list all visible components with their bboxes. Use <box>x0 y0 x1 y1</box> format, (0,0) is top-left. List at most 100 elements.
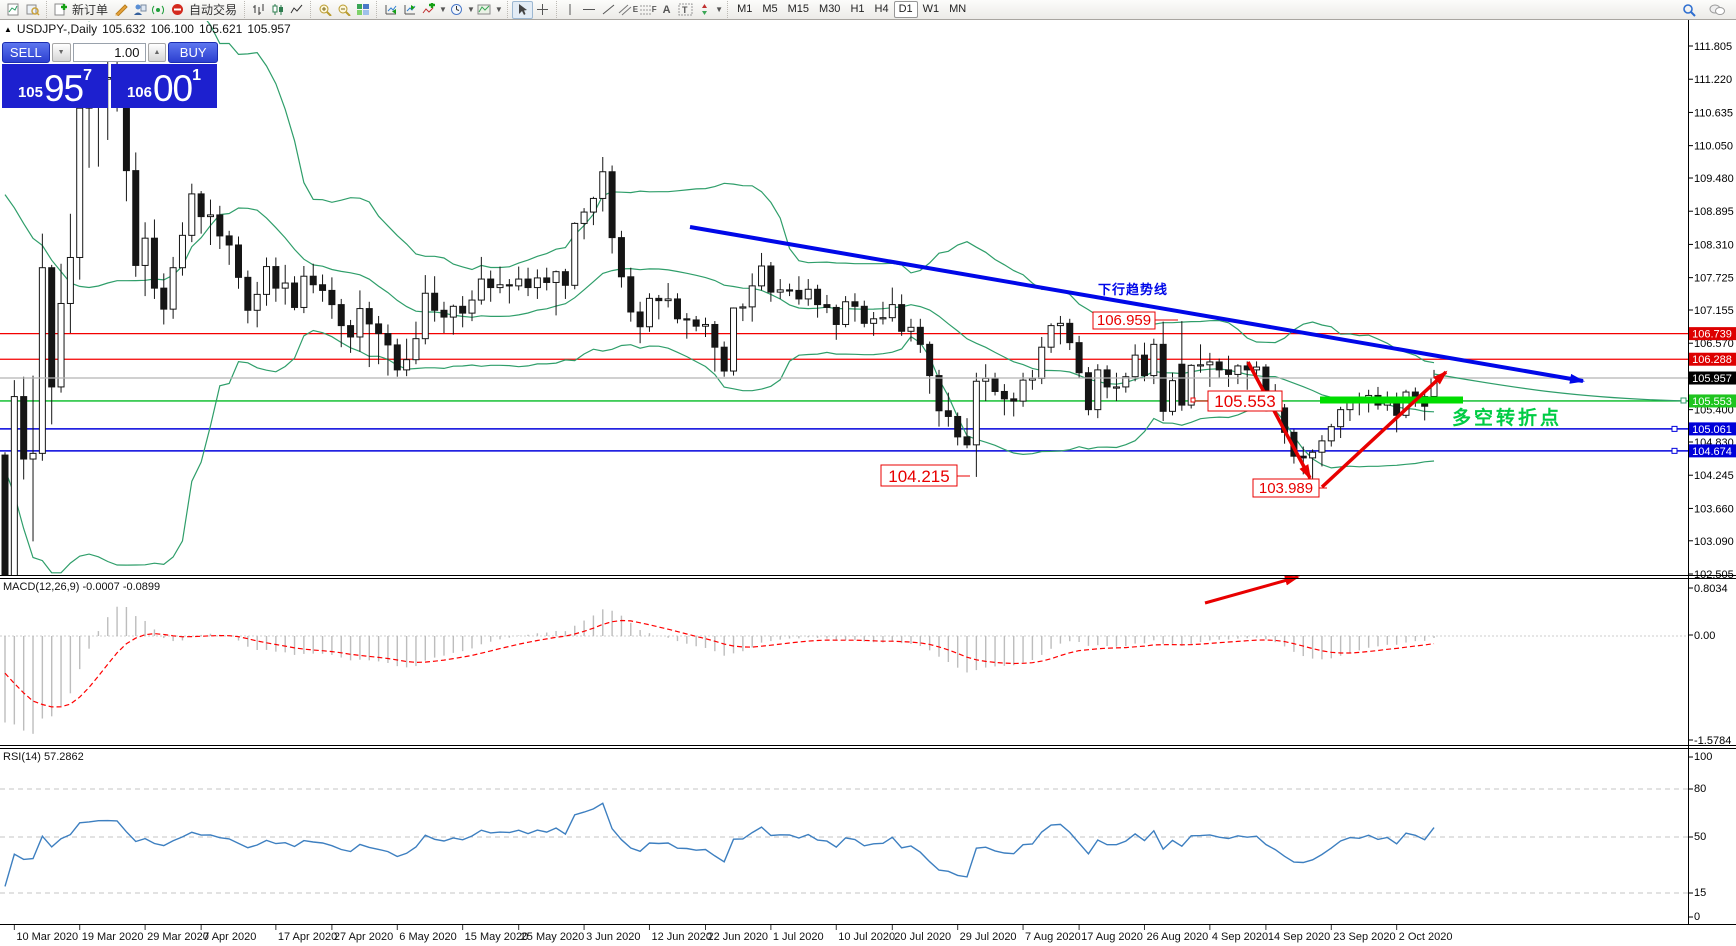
cursor-tool[interactable] <box>511 0 533 19</box>
downtrend-label: 下行趋势线 <box>1098 282 1168 297</box>
svg-text:0.00: 0.00 <box>1694 630 1715 642</box>
svg-text:17 Aug 2020: 17 Aug 2020 <box>1081 931 1143 943</box>
timeframe-m5[interactable]: M5 <box>762 3 778 15</box>
search-icon[interactable] <box>1680 2 1699 18</box>
zoom-out-icon[interactable] <box>334 2 353 18</box>
text-label-tool[interactable]: T <box>676 2 695 18</box>
volume-increase-button[interactable]: ▲ <box>147 43 167 62</box>
timeframe-bar: M1 M5 M15 M30 H1 H4 D1 W1 MN <box>727 1 975 18</box>
svg-text:17 Apr 2020: 17 Apr 2020 <box>278 931 337 943</box>
template-icon[interactable] <box>475 2 494 18</box>
svg-text:7 Aug 2020: 7 Aug 2020 <box>1025 931 1081 943</box>
crayon-icon[interactable] <box>111 2 130 18</box>
svg-text:26 Aug 2020: 26 Aug 2020 <box>1146 931 1208 943</box>
volume-input[interactable] <box>72 43 146 62</box>
auto-scroll-icon[interactable] <box>381 2 400 18</box>
chat-icon[interactable] <box>1707 2 1726 18</box>
fibonacci-tool[interactable]: F <box>639 5 657 15</box>
horizontal-line-tool[interactable] <box>580 2 599 18</box>
svg-text:102.505: 102.505 <box>1694 569 1734 581</box>
sell-price-big-figure: 105 <box>17 84 43 101</box>
svg-text:10 Jul 2020: 10 Jul 2020 <box>838 931 895 943</box>
svg-text:3 Jun 2020: 3 Jun 2020 <box>586 931 640 943</box>
svg-text:1 Jul 2020: 1 Jul 2020 <box>773 931 824 943</box>
bar-chart-icon[interactable] <box>249 2 268 18</box>
svg-text:109.480: 109.480 <box>1694 173 1734 185</box>
new-order-button[interactable]: 新订单 <box>72 3 109 17</box>
template-dropdown[interactable]: ▼ <box>494 5 503 14</box>
sell-price-pipette: 7 <box>83 67 93 84</box>
timeframe-h1[interactable]: H1 <box>850 3 865 15</box>
rsi-indicator-label: RSI(14) 57.2862 <box>3 751 84 763</box>
expert-advisor-icon[interactable] <box>130 2 149 18</box>
equidistant-channel-tool[interactable]: E <box>618 2 638 18</box>
volume-decrease-button[interactable]: ▼ <box>51 43 71 62</box>
timeframe-m30[interactable]: M30 <box>819 3 841 15</box>
timeframe-m1[interactable]: M1 <box>737 3 753 15</box>
price-axis[interactable]: 111.805 111.220 110.635 110.050 109.480 108.8… <box>1689 41 1736 923</box>
sell-button[interactable]: SELL <box>2 42 50 63</box>
new-chart-icon[interactable] <box>4 2 23 18</box>
timeframe-m15[interactable]: M15 <box>787 3 810 15</box>
autotrade-icon[interactable] <box>168 2 187 18</box>
svg-text:6 May 2020: 6 May 2020 <box>399 931 456 943</box>
red-arrow[interactable] <box>1246 361 1312 480</box>
crosshair-tool[interactable] <box>533 2 552 18</box>
vertical-line-tool[interactable] <box>561 2 580 18</box>
svg-text:108.895: 108.895 <box>1694 206 1734 218</box>
chart-title: ▲ USDJPY-,Daily 105.632 106.100 105.621 … <box>4 22 291 36</box>
svg-text:0.8034: 0.8034 <box>1694 583 1728 595</box>
panel-borders <box>0 20 1736 925</box>
sell-price-panel[interactable]: 105 95 7 <box>2 64 108 108</box>
candlestick-chart-icon[interactable] <box>268 2 287 18</box>
svg-text:104.215: 104.215 <box>888 467 949 486</box>
svg-text:29 Mar 2020: 29 Mar 2020 <box>147 931 209 943</box>
timeframe-w1[interactable]: W1 <box>922 3 940 15</box>
one-click-trading-panel: SELL ▼ ▲ BUY 105 95 7 106 00 1 <box>2 42 218 108</box>
chart-shift-icon[interactable] <box>400 2 419 18</box>
arrows-tool[interactable] <box>695 2 714 18</box>
downtrend-line[interactable] <box>689 225 1585 384</box>
symbol-name: USDJPY-,Daily <box>16 22 98 36</box>
svg-text:111.805: 111.805 <box>1694 41 1732 53</box>
buy-price-panel[interactable]: 106 00 1 <box>111 64 217 108</box>
zoom-in-icon[interactable] <box>315 2 334 18</box>
line-chart-icon[interactable] <box>287 2 306 18</box>
ohlc-low: 105.621 <box>198 22 243 36</box>
red-arrow[interactable] <box>1320 370 1448 489</box>
ohlc-open: 105.632 <box>102 22 146 36</box>
text-tool[interactable]: A <box>662 3 671 16</box>
svg-text:2 Oct 2020: 2 Oct 2020 <box>1399 931 1453 943</box>
svg-text:103.090: 103.090 <box>1694 536 1734 548</box>
svg-text:105.553: 105.553 <box>1214 392 1275 411</box>
svg-text:15: 15 <box>1694 887 1706 899</box>
timeframe-mn[interactable]: MN <box>949 3 967 15</box>
ohlc-high: 106.100 <box>150 22 194 36</box>
bollinger-bands <box>4 21 1435 574</box>
timeframe-h4[interactable]: H4 <box>874 3 889 15</box>
indicators-dropdown[interactable]: ▼ <box>439 5 447 14</box>
profiles-icon[interactable] <box>23 2 42 18</box>
arrows-dropdown[interactable]: ▼ <box>715 5 724 14</box>
autotrade-button[interactable]: 自动交易 <box>189 3 238 17</box>
svg-text:105.400: 105.400 <box>1694 405 1734 417</box>
new-order-icon[interactable] <box>51 2 70 18</box>
timeframes-dropdown[interactable]: ▼ <box>466 5 475 14</box>
trendline-tool[interactable] <box>599 2 618 18</box>
svg-text:107.725: 107.725 <box>1694 273 1734 285</box>
tile-windows-icon[interactable] <box>353 2 372 18</box>
signal-icon[interactable] <box>149 2 168 18</box>
timeframes-clock-icon[interactable] <box>447 2 466 18</box>
buy-button[interactable]: BUY <box>168 42 218 63</box>
buy-price-big-figure: 106 <box>126 84 152 101</box>
svg-text:104.245: 104.245 <box>1694 470 1734 482</box>
svg-text:19 Mar 2020: 19 Mar 2020 <box>82 931 144 943</box>
indicators-icon[interactable] <box>419 2 438 18</box>
timeframe-d1[interactable]: D1 <box>893 1 918 18</box>
red-arrow[interactable] <box>1204 575 1300 605</box>
price-line-layer[interactable] <box>0 332 1688 454</box>
svg-text:110.635: 110.635 <box>1694 107 1733 119</box>
